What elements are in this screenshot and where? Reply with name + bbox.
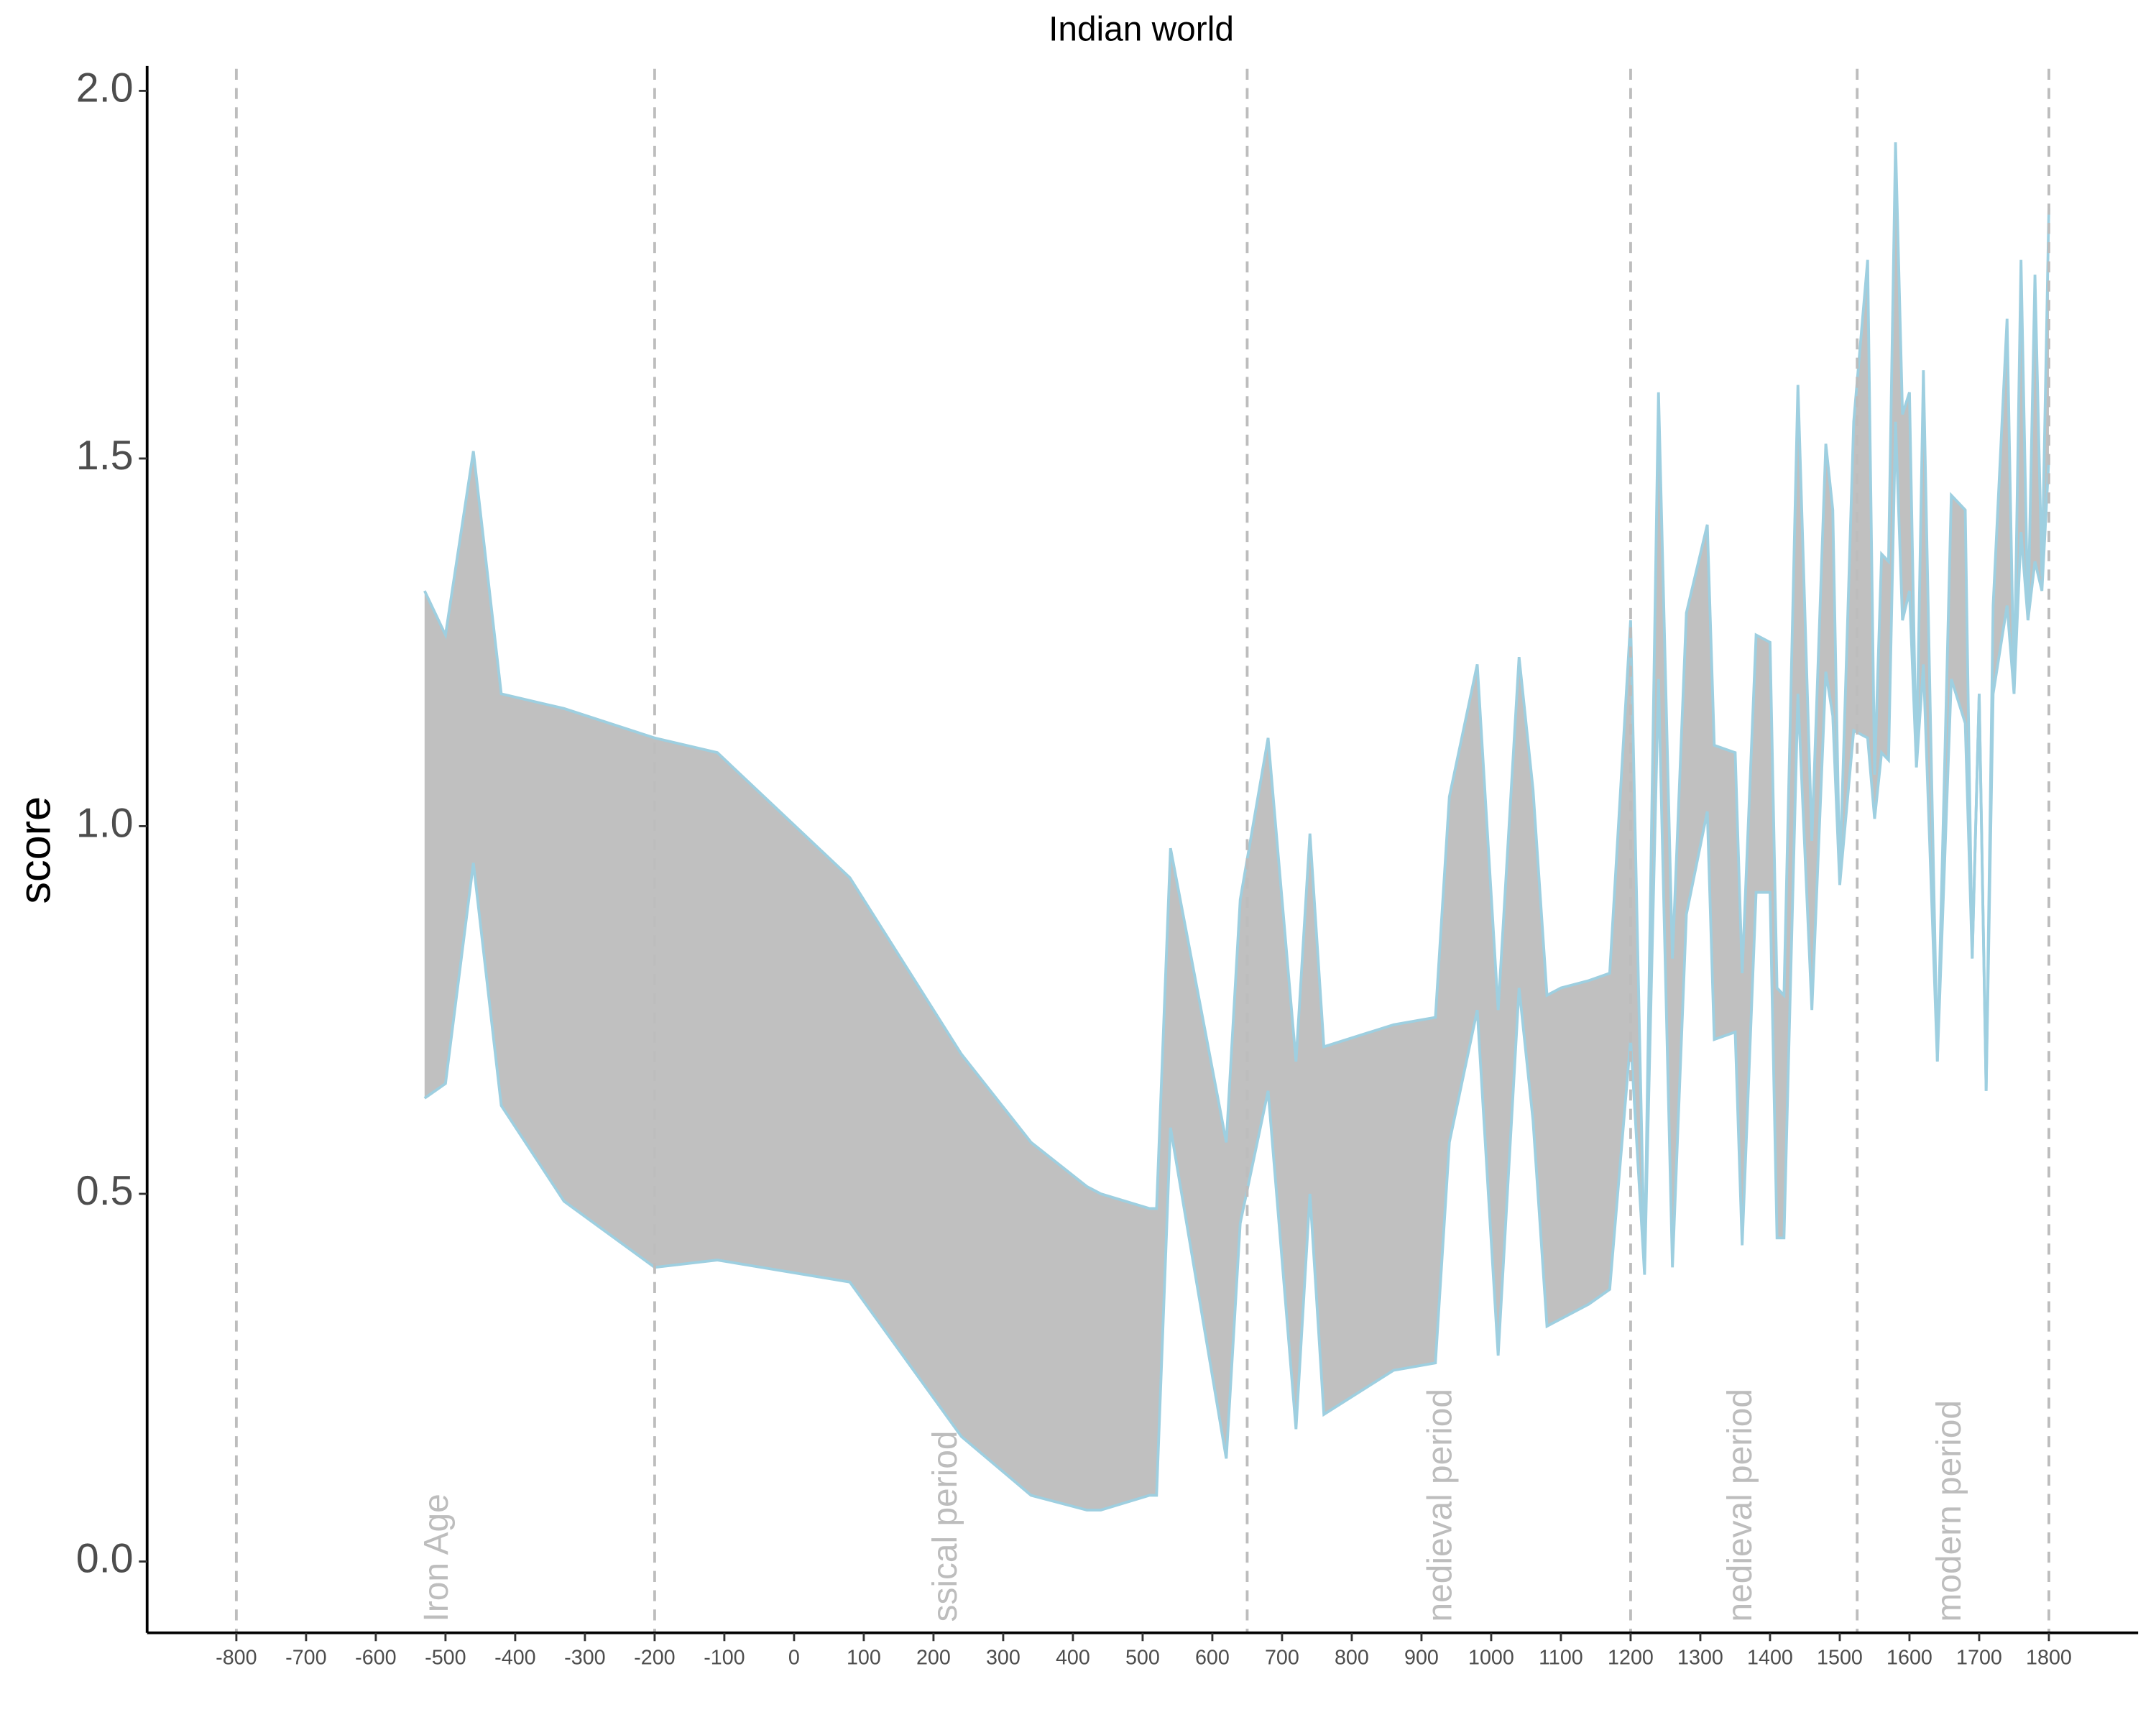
plot-area: Iron Age ssical period nedieval period nedi… [76, 65, 2139, 1670]
x-tick-label: 800 [1335, 1647, 1369, 1670]
lower-line [423, 421, 2050, 1512]
ribbon-area [424, 142, 2049, 1510]
x-tick-label: -400 [494, 1647, 535, 1670]
x-tick-label: 1600 [1886, 1647, 1932, 1670]
period-label: modern period [1930, 1400, 1968, 1622]
x-tick-label: 1400 [1747, 1647, 1793, 1670]
x-tick-label: 900 [1404, 1647, 1439, 1670]
x-tick-label: -800 [216, 1647, 257, 1670]
x-tick-label: 1200 [1608, 1647, 1654, 1670]
y-tick-label: 2.0 [76, 65, 134, 111]
chart-title: Indian world [1049, 11, 1234, 49]
x-tick-label: -500 [425, 1647, 466, 1670]
period-label: nedieval period [1721, 1389, 1759, 1622]
x-tick-label: 100 [847, 1647, 881, 1670]
y-tick-label: 1.0 [76, 801, 134, 847]
x-tick-label: 400 [1056, 1647, 1090, 1670]
period-label: Iron Age [418, 1494, 456, 1622]
period-label: nedieval period [1422, 1389, 1460, 1622]
x-tick-label: -300 [564, 1647, 605, 1670]
x-tick-label: -200 [634, 1647, 675, 1670]
x-tick-label: -100 [704, 1647, 745, 1670]
x-tick-label: 300 [986, 1647, 1021, 1670]
x-tick-label: 700 [1265, 1647, 1299, 1670]
y-tick-label: 1.5 [76, 433, 134, 479]
x-tick-label: 1000 [1468, 1647, 1514, 1670]
x-tick-label: 600 [1195, 1647, 1230, 1670]
x-tick-label: -700 [285, 1647, 326, 1670]
x-tick-label: 1100 [1539, 1647, 1583, 1670]
y-tick-label: 0.5 [76, 1168, 134, 1214]
y-tick-label: 0.0 [76, 1536, 134, 1582]
x-tick-label: -600 [355, 1647, 396, 1670]
x-tick-label: 0 [788, 1647, 800, 1670]
period-label: ssical period [926, 1431, 964, 1622]
y-axis-label: score [11, 796, 60, 904]
clip-group: Iron Age ssical period nedieval period nedi… [234, 68, 2050, 1633]
x-tick-label: 1700 [1956, 1647, 2002, 1670]
x-tick-label: 1300 [1677, 1647, 1723, 1670]
x-tick-label: 200 [916, 1647, 951, 1670]
x-tick-label: 1500 [1817, 1647, 1863, 1670]
x-tick-label: 500 [1125, 1647, 1160, 1670]
x-tick-label: 1800 [2026, 1647, 2072, 1670]
upper-line [423, 142, 2050, 1268]
